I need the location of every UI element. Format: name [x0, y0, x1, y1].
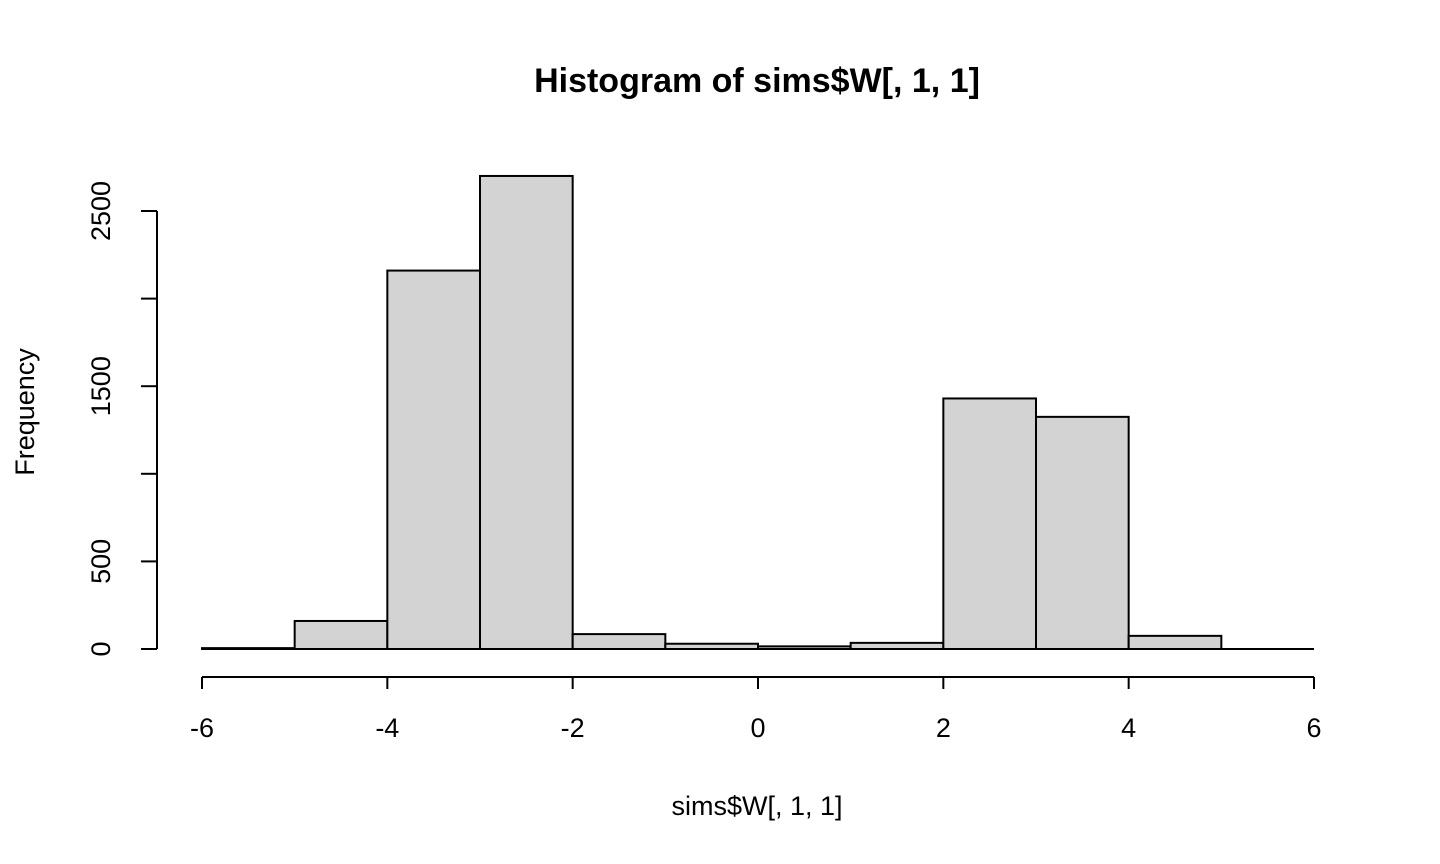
y-tick-label: 500: [86, 539, 116, 584]
histogram-bar: [386, 269, 482, 650]
histogram-bar: [201, 647, 296, 651]
x-tick-label: 4: [1121, 713, 1136, 743]
histogram-bar: [942, 397, 1037, 650]
y-axis-label: Frequency: [10, 348, 40, 476]
x-axis: -6 -4 -2 0 2 4 6: [190, 676, 1322, 743]
y-axis: 0 500 1500 2500: [86, 181, 158, 657]
histogram-bar: [664, 642, 759, 651]
histogram-bar: [293, 619, 389, 651]
histogram-bar: [1035, 415, 1130, 650]
x-tick-label: -6: [190, 713, 214, 743]
y-tick-label: 2500: [86, 181, 116, 241]
x-tick-label: -2: [561, 713, 585, 743]
chart-title: Histogram of sims$W[, 1, 1]: [534, 62, 980, 100]
histogram-bar: [849, 641, 945, 650]
y-tick-label: 1500: [86, 356, 116, 416]
histogram-bar: [757, 645, 852, 651]
histogram-bar: [1127, 634, 1223, 650]
x-tick-label: -4: [375, 713, 399, 743]
x-tick-label: 0: [750, 713, 765, 743]
x-tick-label: 6: [1306, 713, 1321, 743]
y-tick-label: 0: [86, 641, 116, 656]
histogram-bar: [571, 633, 667, 650]
x-tick-label: 2: [936, 713, 951, 743]
x-axis-label: sims$W[, 1, 1]: [671, 791, 842, 821]
histogram-bars: [201, 174, 1314, 651]
histogram-bar: [479, 174, 574, 651]
